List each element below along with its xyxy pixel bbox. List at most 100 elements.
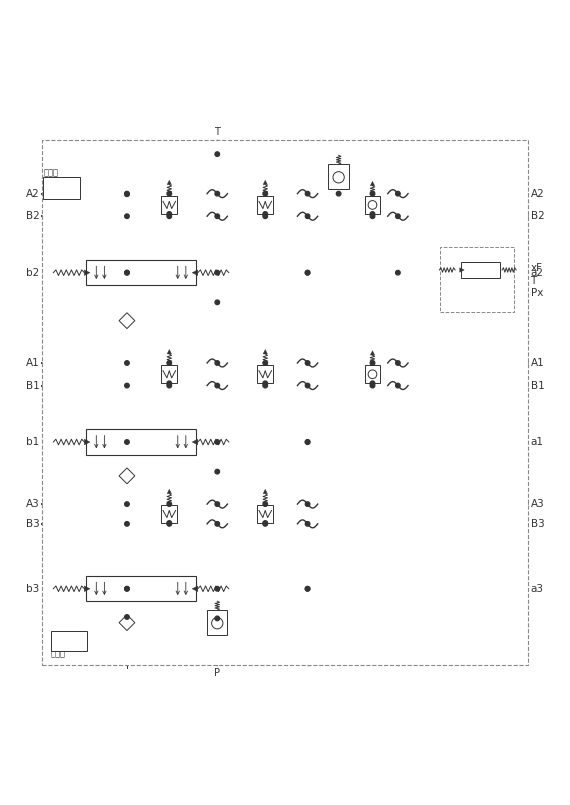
Bar	[207, 610, 227, 635]
Circle shape	[306, 587, 310, 591]
Circle shape	[215, 152, 219, 156]
Circle shape	[125, 615, 129, 619]
Bar	[51, 631, 87, 651]
Circle shape	[306, 361, 310, 365]
Circle shape	[125, 192, 129, 196]
Circle shape	[215, 502, 219, 506]
Text: A2: A2	[531, 188, 544, 199]
Circle shape	[306, 214, 310, 218]
Circle shape	[306, 383, 310, 388]
Polygon shape	[263, 349, 267, 354]
Bar	[161, 365, 177, 383]
Polygon shape	[167, 489, 172, 493]
Bar	[365, 365, 380, 383]
Circle shape	[125, 587, 129, 591]
Text: 测压口: 测压口	[51, 649, 66, 658]
Text: a2: a2	[531, 268, 544, 278]
Bar	[440, 247, 514, 312]
Circle shape	[125, 270, 129, 275]
Circle shape	[167, 502, 172, 506]
Polygon shape	[167, 349, 172, 354]
Circle shape	[263, 522, 267, 526]
Polygon shape	[192, 586, 198, 592]
Text: B1: B1	[26, 381, 39, 390]
Circle shape	[125, 192, 129, 196]
Text: a1: a1	[531, 437, 544, 447]
Circle shape	[125, 383, 129, 388]
Text: A1: A1	[26, 358, 39, 368]
Text: P: P	[214, 668, 220, 678]
Circle shape	[215, 214, 219, 218]
Text: A2: A2	[26, 188, 39, 199]
Circle shape	[336, 192, 341, 196]
Circle shape	[306, 192, 310, 196]
Polygon shape	[84, 440, 90, 445]
Bar	[257, 196, 273, 214]
Text: T: T	[214, 127, 220, 137]
Polygon shape	[84, 270, 90, 275]
Circle shape	[167, 521, 172, 526]
Text: B1: B1	[531, 381, 544, 390]
Circle shape	[215, 587, 219, 591]
Text: xF: xF	[531, 263, 543, 274]
Bar	[161, 196, 177, 214]
Text: B2: B2	[26, 211, 39, 221]
Text: b2: b2	[26, 268, 39, 278]
Circle shape	[370, 381, 374, 386]
Circle shape	[167, 212, 172, 217]
Polygon shape	[263, 489, 267, 493]
Text: b1: b1	[26, 437, 39, 447]
Circle shape	[396, 192, 400, 196]
Circle shape	[370, 383, 374, 388]
Circle shape	[167, 383, 172, 388]
Circle shape	[125, 361, 129, 365]
Bar	[365, 196, 380, 214]
Circle shape	[215, 383, 219, 388]
Circle shape	[125, 214, 129, 218]
Circle shape	[215, 440, 219, 444]
Text: B2: B2	[531, 211, 544, 221]
Circle shape	[125, 587, 129, 591]
Polygon shape	[459, 268, 464, 272]
Circle shape	[370, 192, 374, 196]
Circle shape	[215, 300, 219, 304]
Circle shape	[167, 361, 172, 365]
Text: a3: a3	[531, 584, 544, 594]
Bar	[257, 365, 273, 383]
Text: A3: A3	[531, 499, 544, 509]
Circle shape	[167, 214, 172, 218]
Polygon shape	[370, 181, 374, 186]
Bar	[161, 505, 177, 523]
Circle shape	[396, 361, 400, 365]
Circle shape	[396, 270, 400, 275]
Circle shape	[125, 270, 129, 275]
Circle shape	[215, 616, 219, 621]
Circle shape	[167, 192, 172, 196]
Bar	[86, 576, 196, 601]
Circle shape	[125, 440, 129, 444]
Circle shape	[370, 212, 374, 217]
Bar	[86, 429, 196, 455]
Circle shape	[125, 522, 129, 526]
Bar	[461, 262, 500, 279]
Circle shape	[263, 214, 267, 218]
Text: A1: A1	[531, 358, 544, 368]
Circle shape	[306, 440, 310, 444]
Polygon shape	[167, 180, 172, 184]
Polygon shape	[263, 180, 267, 184]
Circle shape	[215, 270, 219, 275]
Circle shape	[306, 270, 310, 275]
Circle shape	[167, 381, 172, 386]
Text: B3: B3	[26, 519, 39, 529]
Circle shape	[263, 212, 267, 217]
Circle shape	[306, 502, 310, 506]
Circle shape	[263, 192, 267, 196]
Circle shape	[370, 361, 374, 365]
Circle shape	[125, 502, 129, 506]
Bar	[86, 260, 196, 286]
Text: T: T	[531, 276, 537, 287]
Bar	[328, 164, 349, 189]
Polygon shape	[119, 468, 135, 484]
Polygon shape	[119, 615, 135, 630]
Circle shape	[215, 192, 219, 196]
